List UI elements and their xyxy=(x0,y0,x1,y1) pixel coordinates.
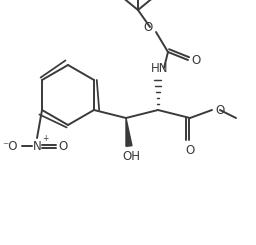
Text: ⁻O: ⁻O xyxy=(2,139,18,152)
Text: O: O xyxy=(215,103,225,117)
Text: HN: HN xyxy=(151,62,169,75)
Text: O: O xyxy=(185,144,195,157)
Text: O: O xyxy=(58,140,68,154)
Text: +: + xyxy=(42,134,48,143)
Text: OH: OH xyxy=(122,149,140,162)
Text: N: N xyxy=(33,139,41,152)
Text: O: O xyxy=(191,53,201,66)
Polygon shape xyxy=(126,118,132,146)
Text: O: O xyxy=(143,22,153,35)
